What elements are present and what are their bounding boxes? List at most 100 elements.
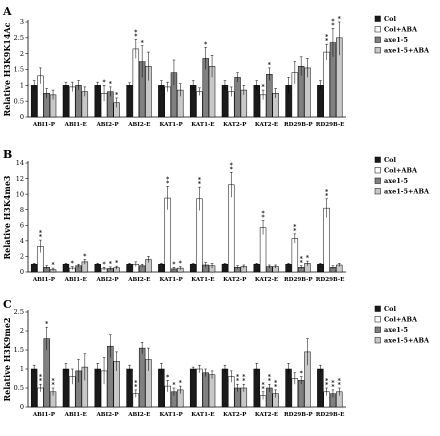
y-tick-label: 1 [20,365,24,373]
bar [62,263,70,273]
y-tick-label: 3 [20,18,24,26]
significance-star: * [338,16,341,23]
legend-swatch [374,156,381,163]
significance-star: * [261,211,264,218]
significance-star: * [39,234,42,241]
significance-star: * [39,230,42,237]
y-tick-label: 2 [20,327,24,335]
y-tick-label: 0 [20,113,24,121]
significance-star: * [261,386,264,393]
significance-star: * [331,384,334,391]
significance-star: * [325,34,328,41]
bar [138,347,146,408]
significance-star: * [268,62,271,69]
significance-star: * [71,261,74,268]
y-tick-label: 0 [20,268,24,276]
x-tick-label: RD29B-E [316,277,345,283]
y-tick-label: 14 [16,159,24,167]
significance-star: * [331,22,334,29]
significance-star: * [274,380,277,387]
bar [266,74,273,118]
legend-label: Col [384,156,397,164]
significance-star: * [331,18,334,25]
panel-letter: B [3,148,12,161]
bar [323,51,330,118]
legend-swatch [374,26,381,33]
y-tick-label: 8 [20,206,24,214]
bar [317,368,324,408]
bar [208,374,216,408]
significance-star: * [172,261,175,268]
y-tick-label: 1.5 [14,66,24,74]
significance-star: * [325,378,328,385]
bar [189,263,197,273]
bar [221,263,229,273]
significance-star: * [179,261,182,268]
legend-label: axe1-5 [384,326,408,334]
significance-star: * [198,181,201,188]
y-tick-label: 4 [20,237,24,245]
significance-star: * [115,92,118,99]
x-tick-label: ABI2-E [127,122,150,128]
x-tick-label: RD29B-E [316,122,345,128]
x-tick-label: RD29B-P [284,412,313,418]
significance-star: * [230,162,233,169]
bar [234,77,241,118]
significance-star: * [300,371,303,378]
x-tick-label: ABI2-P [95,412,119,418]
x-tick-label: ABI2-E [127,412,150,418]
significance-star: * [51,382,54,389]
bar [158,263,165,273]
legend-swatch [374,305,381,312]
bar [285,263,292,273]
significance-star: * [179,380,182,387]
x-tick-label: KAT2-P [223,412,247,418]
significance-star: * [236,378,239,385]
legend-swatch [374,177,381,184]
y-tick-label: 0.5 [14,97,24,105]
significance-star: * [325,189,328,196]
x-tick-label: ABI1-E [64,277,87,283]
x-tick-label: KAT2-E [255,122,278,128]
bar [253,263,260,273]
significance-star: * [51,262,54,269]
legend-swatch [374,326,381,333]
legend-swatch [374,167,381,174]
legend-label: axe1-5 [384,177,408,185]
x-tick-label: RD29B-P [284,277,313,283]
bar [291,238,299,273]
significance-star: * [261,84,264,91]
bar [323,207,330,273]
legend-swatch [374,188,381,195]
significance-star: * [325,382,328,389]
x-tick-label: KAT2-P [223,122,247,128]
legend-swatch [374,316,381,323]
significance-star: * [230,166,233,173]
bar [126,263,133,273]
bar [126,368,133,408]
significance-star: * [274,384,277,391]
y-tick-label: 2.5 [14,34,24,42]
bar [221,368,229,408]
x-tick-label: ABI2-P [95,122,119,128]
significance-star: * [166,176,169,183]
bar [196,368,203,408]
x-tick-label: KAT1-E [191,122,214,128]
y-tick-label: 1.5 [14,346,24,354]
x-tick-label: KAT2-E [255,412,278,418]
legend-swatch [374,36,381,43]
significance-star: * [261,382,264,389]
significance-star: * [338,382,341,389]
y-tick-label: 2 [20,50,24,58]
x-tick-label: ABI1-E [64,412,87,418]
significance-star: * [236,374,239,381]
significance-star: * [102,79,105,86]
significance-star: * [102,261,105,268]
x-tick-label: ABI2-P [95,277,119,283]
bar [126,85,133,118]
x-tick-label: ABI1-P [32,412,56,418]
y-tick-label: 0 [20,403,24,411]
significance-star: * [141,40,144,47]
